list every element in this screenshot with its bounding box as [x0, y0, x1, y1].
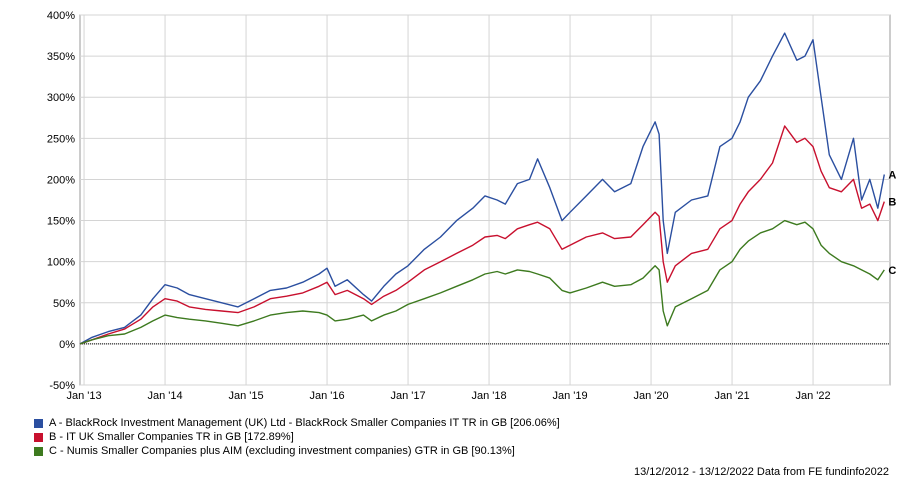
- x-tick-label: Jan '17: [390, 390, 425, 402]
- legend-item-b: B - IT UK Smaller Companies TR in GB [17…: [34, 430, 560, 444]
- series-lines: [79, 32, 885, 345]
- y-tick-label: 250%: [47, 133, 75, 145]
- y-tick-label: 150%: [47, 216, 75, 228]
- y-tick-label: 100%: [47, 257, 75, 269]
- end-label-b: B: [888, 197, 896, 209]
- x-axis: Jan '13 Jan '14 Jan '15 Jan '16 Jan '17 Jan '…: [66, 390, 830, 402]
- series-line-a: [79, 32, 885, 345]
- legend-swatch-c: [34, 446, 43, 456]
- legend: A - BlackRock Investment Management (UK)…: [34, 416, 560, 458]
- line-chart: -50% 0% 50% 100% 150% 200% 250% 300% 350% 400% Ja…: [47, 10, 896, 402]
- legend-label-a: A - BlackRock Investment Management (UK)…: [49, 417, 560, 429]
- end-label-a: A: [888, 170, 896, 182]
- x-tick-label: Jan '21: [714, 390, 749, 402]
- y-axis: -50% 0% 50% 100% 150% 200% 250% 300% 350% 400%: [47, 10, 75, 392]
- x-tick-label: Jan '20: [633, 390, 668, 402]
- y-tick-label: 0%: [59, 339, 75, 351]
- legend-swatch-a: [34, 418, 43, 428]
- y-tick-label: 350%: [47, 51, 75, 63]
- x-tick-label: Jan '16: [309, 390, 344, 402]
- x-tick-label: Jan '22: [795, 390, 830, 402]
- plot-area: [79, 14, 891, 386]
- series-line-c: [79, 219, 885, 345]
- y-tick-label: 50%: [53, 298, 75, 310]
- footer-note: 13/12/2012 - 13/12/2022 Data from FE fun…: [633, 466, 889, 478]
- y-tick-label: -50%: [49, 380, 75, 392]
- y-tick-label: 300%: [47, 92, 75, 104]
- end-labels: A B C: [888, 170, 896, 277]
- legend-item-c: C - Numis Smaller Companies plus AIM (ex…: [34, 444, 560, 458]
- y-tick-label: 200%: [47, 174, 75, 186]
- legend-label-c: C - Numis Smaller Companies plus AIM (ex…: [49, 445, 515, 457]
- legend-item-a: A - BlackRock Investment Management (UK)…: [34, 416, 560, 430]
- series-line-b: [79, 125, 885, 345]
- x-tick-label: Jan '18: [471, 390, 506, 402]
- x-tick-label: Jan '15: [228, 390, 263, 402]
- x-tick-label: Jan '14: [147, 390, 182, 402]
- x-tick-label: Jan '19: [552, 390, 587, 402]
- x-tick-label: Jan '13: [66, 390, 101, 402]
- end-label-c: C: [888, 265, 896, 277]
- legend-swatch-b: [34, 432, 43, 442]
- legend-label-b: B - IT UK Smaller Companies TR in GB [17…: [49, 431, 294, 443]
- grid-lines: [80, 14, 890, 386]
- y-tick-label: 400%: [47, 10, 75, 22]
